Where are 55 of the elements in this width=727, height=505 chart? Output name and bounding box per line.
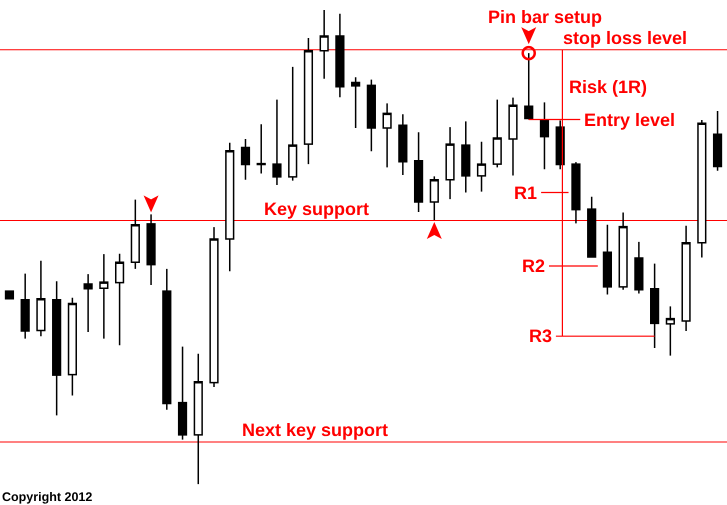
candlestick <box>194 353 203 485</box>
candlestick <box>272 98 282 186</box>
annotation: Pin bar setup <box>488 7 602 27</box>
candlestick <box>162 268 172 410</box>
candlestick <box>99 253 108 340</box>
candlestick <box>508 96 518 176</box>
candlestick <box>587 196 596 258</box>
ref-line-label: Key support <box>264 199 370 219</box>
candlestick <box>666 306 675 356</box>
candlestick <box>52 280 62 416</box>
candlestick <box>492 98 502 168</box>
candlestick <box>430 176 439 221</box>
candlestick <box>524 52 534 120</box>
candlestick <box>20 272 30 340</box>
candlestick <box>335 13 344 98</box>
candlestick <box>681 224 691 332</box>
candlestick <box>366 78 376 152</box>
ref-line-label: stop loss level <box>563 28 688 48</box>
candlestick <box>445 126 455 200</box>
candlestick <box>84 273 93 333</box>
candlestick <box>130 198 140 270</box>
annotation: R3 <box>529 326 552 346</box>
ref-line-label: Next key support <box>242 420 388 440</box>
candlestick <box>209 226 219 388</box>
candlestick <box>320 9 329 80</box>
candlestick <box>146 214 156 286</box>
annotation: Entry level <box>584 110 676 130</box>
candlestick <box>697 119 706 258</box>
annotation: R2 <box>522 256 546 276</box>
candlestick <box>476 141 486 192</box>
candlestick <box>602 224 612 296</box>
candlestick <box>4 290 14 300</box>
annotation: R1 <box>514 183 538 203</box>
candlestick <box>36 260 46 337</box>
candlestick <box>712 110 722 172</box>
candlestick <box>618 212 628 290</box>
candlestick <box>540 102 550 170</box>
candlestick <box>256 123 266 174</box>
candlestick <box>304 37 314 165</box>
candlestick <box>634 241 644 294</box>
candlestick <box>461 120 470 194</box>
candlestick <box>414 132 424 213</box>
candlestick <box>288 66 298 182</box>
candlestick <box>650 262 660 349</box>
text: Copyright 2012 <box>2 490 92 504</box>
candlestick <box>351 76 360 129</box>
candlestick <box>114 252 124 346</box>
candlestick <box>68 297 77 396</box>
annotation: Risk (1R) <box>569 77 648 97</box>
candlestick <box>571 161 581 224</box>
candlestick <box>178 346 188 440</box>
candlestick <box>398 114 408 176</box>
candlestick <box>225 142 234 272</box>
candlestick <box>240 138 250 180</box>
candlestick <box>382 102 392 168</box>
